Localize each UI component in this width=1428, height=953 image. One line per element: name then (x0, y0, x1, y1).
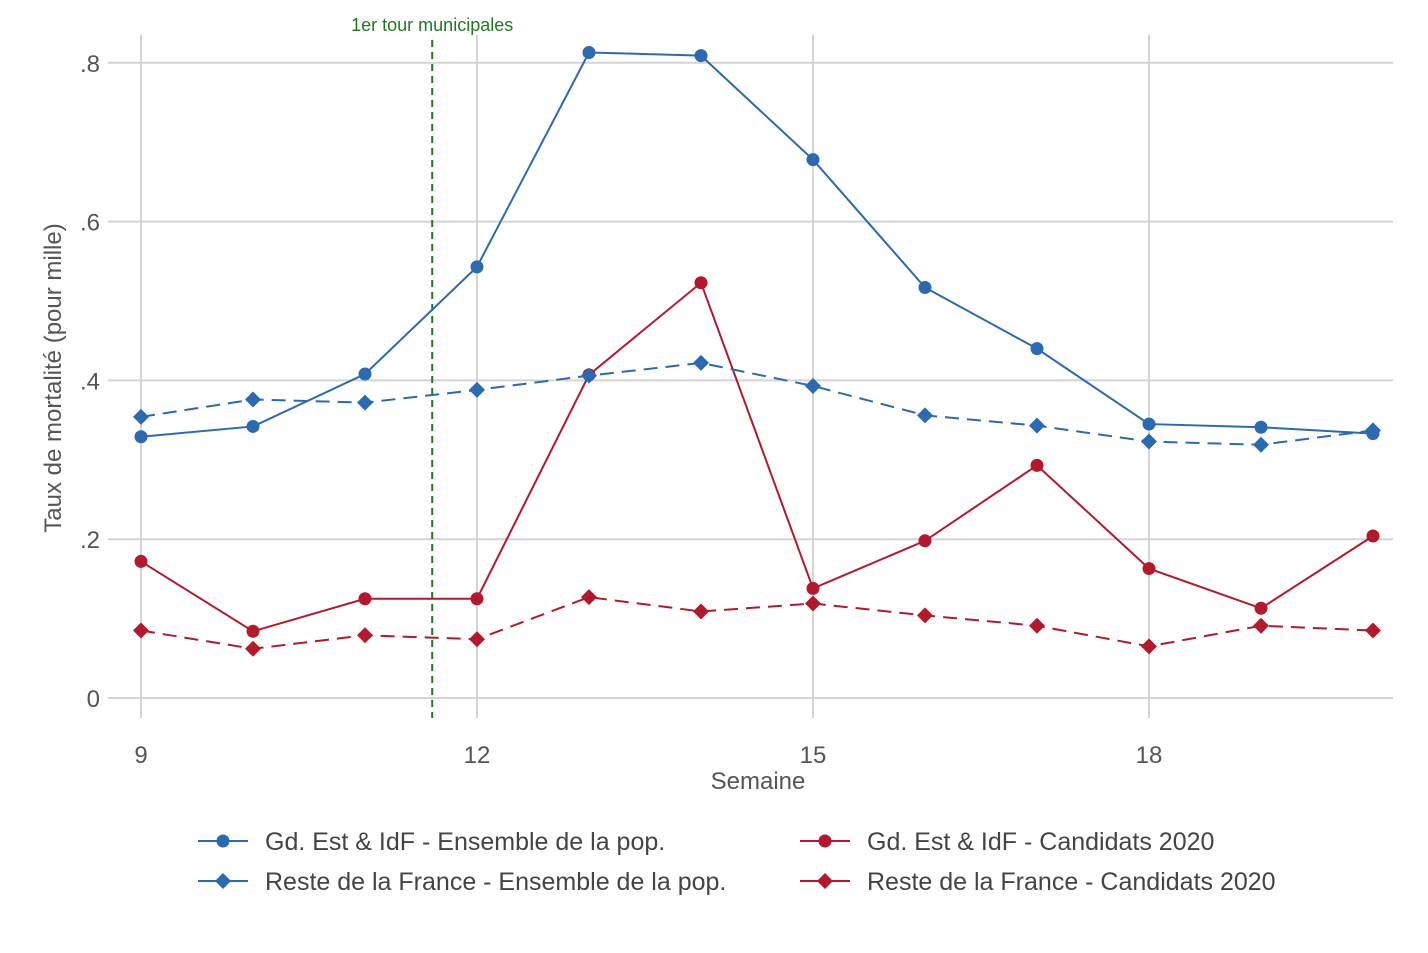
legend-item: Reste de la France - Candidats 2020 (800, 868, 1276, 896)
data-point (246, 624, 260, 638)
y-tick-label: .2 (80, 527, 100, 554)
series-2 (133, 354, 1381, 453)
data-point (1254, 420, 1268, 434)
data-point (806, 153, 820, 167)
data-point (245, 640, 261, 657)
x-tick-label: 12 (464, 742, 491, 769)
series-4 (133, 589, 1381, 657)
data-point (693, 603, 709, 620)
y-axis-title: Taux de mortalité (pour mille) (40, 223, 67, 532)
legend-marker (216, 834, 230, 848)
data-point (1366, 427, 1380, 441)
data-point (1366, 529, 1380, 543)
data-point (1254, 601, 1268, 615)
data-point (133, 622, 149, 639)
series-layer (133, 45, 1381, 657)
tick-labels: 0 .2 .4 .6 .8 9 12 15 18 (80, 51, 1162, 769)
data-point (470, 592, 484, 606)
data-point (357, 394, 373, 411)
data-point (1029, 617, 1045, 634)
data-point (245, 391, 261, 408)
y-tick-label: .8 (80, 51, 100, 78)
legend-label: Reste de la France - Candidats 2020 (867, 868, 1276, 896)
data-point (134, 430, 148, 444)
data-point (1253, 436, 1269, 453)
annotation-label: 1er tour municipales (351, 15, 513, 35)
data-point (1141, 433, 1157, 450)
y-tick-label: .4 (80, 368, 100, 395)
legend-marker (818, 834, 832, 848)
data-point (694, 49, 708, 63)
data-point (917, 607, 933, 624)
data-point (1365, 622, 1381, 639)
legend-marker (215, 873, 231, 889)
data-point (806, 581, 820, 595)
data-point (357, 627, 373, 644)
series-line (140, 596, 1374, 650)
x-tick-label: 18 (1136, 742, 1163, 769)
data-point (469, 381, 485, 398)
series-1 (134, 45, 1380, 444)
data-point (358, 367, 372, 381)
data-point (133, 408, 149, 425)
annotation-layer: 1er tour municipales (351, 15, 513, 718)
data-point (469, 631, 485, 648)
y-tick-label: 0 (87, 686, 100, 713)
legend-label: Reste de la France - Ensemble de la pop. (265, 868, 726, 896)
data-point (134, 554, 148, 568)
data-point (246, 419, 260, 433)
legend-label: Gd. Est & IdF - Candidats 2020 (867, 828, 1214, 856)
data-point (1029, 417, 1045, 434)
legend-item: Gd. Est & IdF - Ensemble de la pop. (198, 828, 665, 856)
data-point (805, 377, 821, 394)
legend-marker (817, 873, 833, 889)
data-point (358, 592, 372, 606)
y-tick-label: .6 (80, 210, 100, 237)
grid-lines (108, 35, 1393, 718)
data-point (581, 367, 597, 384)
data-point (693, 354, 709, 371)
data-point (1253, 617, 1269, 634)
legend: Gd. Est & IdF - Ensemble de la pop. Reste… (198, 828, 1276, 896)
data-point (581, 589, 597, 606)
data-point (805, 595, 821, 612)
legend-item: Reste de la France - Ensemble de la pop. (198, 868, 726, 896)
data-point (917, 407, 933, 424)
series-line (140, 281, 1374, 633)
data-point (1142, 562, 1156, 576)
data-point (1141, 638, 1157, 655)
x-tick-label: 15 (800, 742, 827, 769)
data-point (694, 276, 708, 290)
data-point (1030, 342, 1044, 356)
data-point (1030, 458, 1044, 472)
data-point (918, 534, 932, 548)
x-axis-title: Semaine (711, 768, 806, 795)
data-point (470, 260, 484, 274)
data-point (582, 45, 596, 59)
series-3 (134, 276, 1380, 638)
series-line (140, 51, 1374, 438)
series-line (140, 361, 1374, 446)
x-tick-label: 9 (134, 742, 147, 769)
legend-label: Gd. Est & IdF - Ensemble de la pop. (265, 828, 665, 856)
legend-item: Gd. Est & IdF - Candidats 2020 (800, 828, 1214, 856)
data-point (918, 281, 932, 295)
data-point (1142, 417, 1156, 431)
